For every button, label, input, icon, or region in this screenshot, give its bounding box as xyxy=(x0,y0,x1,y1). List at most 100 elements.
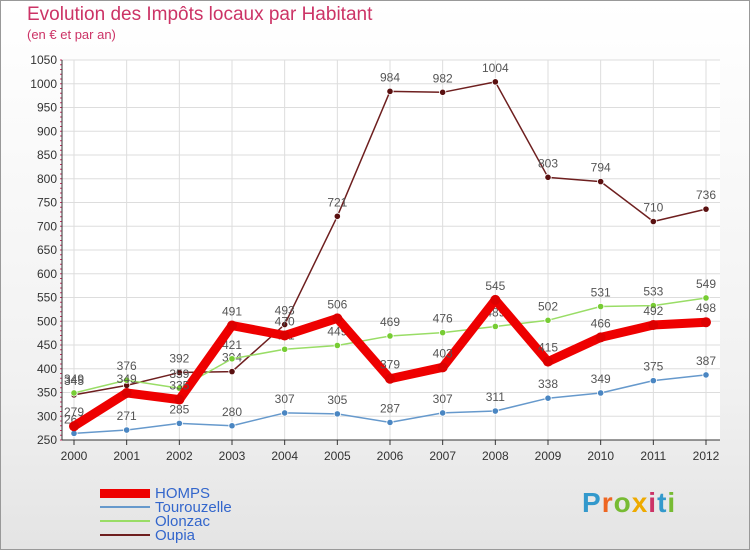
proxiti-logo: Proxiti xyxy=(582,487,677,518)
x-tick-label: 2010 xyxy=(587,449,614,463)
data-label-homps: 506 xyxy=(327,297,347,311)
y-tick-label: 750 xyxy=(37,196,57,210)
data-label-olonzac: 349 xyxy=(64,372,84,386)
data-point-olonzac xyxy=(439,329,447,337)
data-point-homps xyxy=(227,320,237,331)
data-point-oupia xyxy=(544,173,552,181)
data-label-tourouzelle: 307 xyxy=(275,392,295,406)
data-label-olonzac: 549 xyxy=(696,277,716,291)
data-point-homps xyxy=(701,317,711,328)
y-tick-label: 450 xyxy=(37,338,57,352)
x-tick-label: 2004 xyxy=(271,449,298,463)
y-tick-label: 500 xyxy=(37,314,57,328)
legend-label-olonzac: Olonzac xyxy=(155,513,211,530)
data-point-olonzac xyxy=(123,376,131,384)
data-label-olonzac: 469 xyxy=(380,315,400,329)
data-point-homps xyxy=(279,330,290,341)
legend-swatch-oupia xyxy=(100,534,150,536)
legend-swatch-olonzac xyxy=(100,520,150,522)
data-label-homps: 545 xyxy=(485,279,505,293)
data-label-homps: 379 xyxy=(380,358,400,372)
x-tick-label: 2007 xyxy=(429,449,456,463)
data-label-olonzac: 421 xyxy=(222,338,242,352)
data-label-oupia: 982 xyxy=(433,71,453,85)
data-point-olonzac xyxy=(544,316,552,324)
data-label-tourouzelle: 280 xyxy=(222,405,242,419)
data-point-tourouzelle xyxy=(702,371,710,379)
legend-label-homps: HOMPS xyxy=(155,485,211,502)
data-point-homps xyxy=(543,356,553,367)
data-label-tourouzelle: 305 xyxy=(327,393,347,407)
y-tick-label: 350 xyxy=(37,386,57,400)
y-tick-label: 800 xyxy=(37,172,57,186)
data-point-tourouzelle xyxy=(544,394,552,402)
data-point-olonzac xyxy=(281,345,289,353)
x-tick-label: 2003 xyxy=(219,449,246,463)
x-tick-label: 2002 xyxy=(166,449,193,463)
y-tick-label: 1000 xyxy=(30,77,57,91)
data-point-olonzac xyxy=(70,389,78,397)
data-point-homps xyxy=(174,394,185,405)
data-point-tourouzelle xyxy=(649,377,657,385)
data-label-oupia: 736 xyxy=(696,188,716,202)
data-label-oupia: 710 xyxy=(643,201,663,215)
y-tick-label: 300 xyxy=(37,409,57,423)
y-tick-label: 250 xyxy=(37,433,57,447)
data-label-tourouzelle: 387 xyxy=(696,354,716,368)
x-tick-label: 2012 xyxy=(693,449,720,463)
data-label-homps: 491 xyxy=(222,305,242,319)
y-tick-label: 1050 xyxy=(30,53,57,67)
chart-subtitle: (en € et par an) xyxy=(27,27,116,42)
data-point-tourouzelle xyxy=(123,426,131,434)
data-point-homps xyxy=(648,320,659,331)
y-tick-label: 600 xyxy=(37,267,57,281)
data-point-tourouzelle xyxy=(439,409,447,417)
y-tick-label: 550 xyxy=(37,291,57,305)
data-label-olonzac: 476 xyxy=(433,312,453,326)
data-label-tourouzelle: 338 xyxy=(538,377,558,391)
legend-swatch-tourouzelle xyxy=(100,506,150,508)
data-point-homps xyxy=(121,387,132,398)
data-label-tourouzelle: 311 xyxy=(486,390,505,404)
data-point-homps xyxy=(490,294,501,305)
data-label-homps: 415 xyxy=(538,341,558,355)
y-tick-label: 400 xyxy=(37,362,57,376)
data-point-homps xyxy=(69,421,79,432)
data-point-oupia xyxy=(702,205,710,213)
data-label-homps: 349 xyxy=(117,372,137,386)
data-point-olonzac xyxy=(597,302,605,311)
data-label-olonzac: 359 xyxy=(169,367,189,381)
legend-label-oupia: Oupia xyxy=(155,527,196,544)
data-point-oupia xyxy=(597,178,605,186)
chart-title: Evolution des Impôts locaux par Habitant xyxy=(27,4,373,25)
data-label-oupia: 392 xyxy=(169,352,189,366)
legend-label-tourouzelle: Tourouzelle xyxy=(155,499,232,516)
data-point-oupia xyxy=(228,367,236,376)
data-point-tourouzelle xyxy=(491,407,499,415)
data-label-olonzac: 376 xyxy=(117,359,137,373)
x-tick-label: 2005 xyxy=(324,449,351,463)
data-point-oupia xyxy=(333,212,341,220)
data-point-homps xyxy=(595,332,606,343)
y-tick-label: 950 xyxy=(37,101,57,115)
data-point-tourouzelle xyxy=(333,410,341,418)
legend-swatch-homps xyxy=(100,488,150,498)
x-tick-label: 2001 xyxy=(113,449,140,463)
data-point-tourouzelle xyxy=(386,418,394,427)
x-tick-label: 2006 xyxy=(377,449,404,463)
data-point-oupia xyxy=(175,368,183,377)
x-tick-label: 2009 xyxy=(535,449,562,463)
data-label-oupia: 794 xyxy=(591,161,611,175)
data-label-oupia: 493 xyxy=(275,304,295,318)
data-point-tourouzelle xyxy=(281,409,289,417)
data-point-olonzac xyxy=(491,322,499,331)
data-label-oupia: 1004 xyxy=(482,61,509,75)
data-label-oupia: 803 xyxy=(538,156,558,170)
y-tick-label: 900 xyxy=(37,124,57,138)
data-label-oupia: 345 xyxy=(64,374,84,388)
data-point-oupia xyxy=(649,217,657,226)
data-label-homps: 498 xyxy=(696,301,716,315)
data-label-homps: 335 xyxy=(169,379,189,393)
data-point-oupia xyxy=(439,88,447,96)
